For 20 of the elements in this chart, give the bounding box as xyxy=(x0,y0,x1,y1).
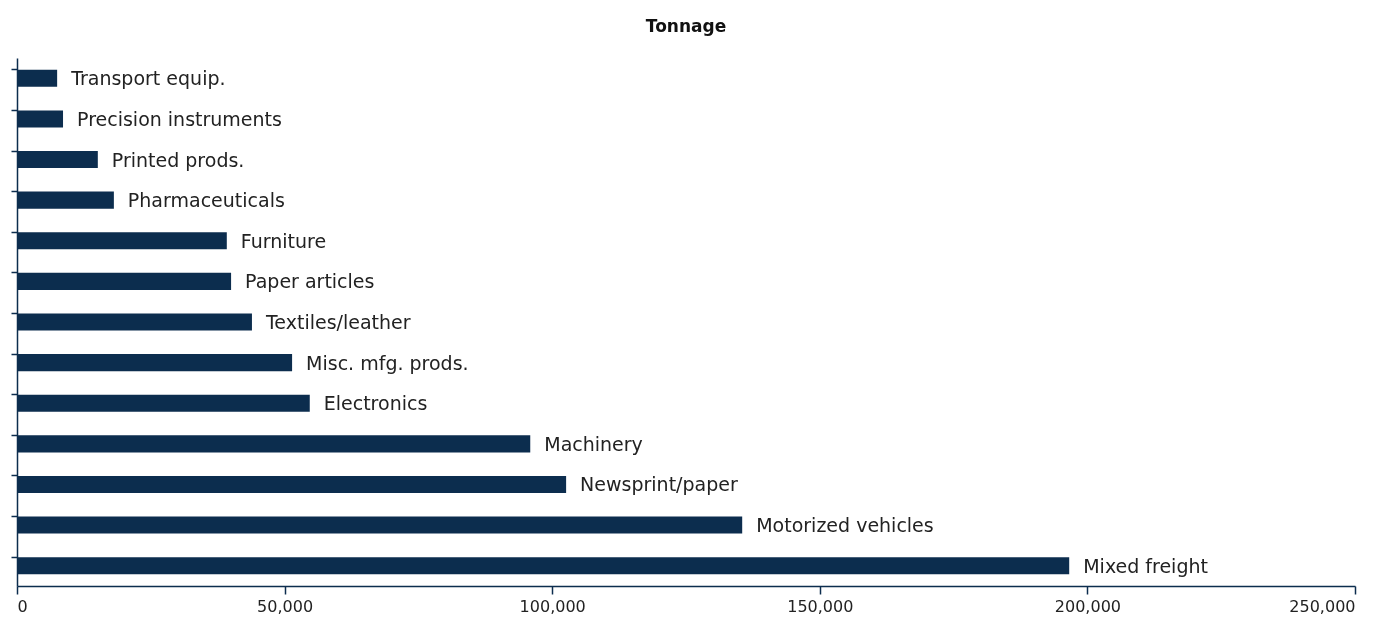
y-tick-label: Paper articles xyxy=(245,270,375,293)
y-tick-label: Newsprint/paper xyxy=(580,473,738,496)
x-tick-label: 250,000 xyxy=(1289,596,1356,616)
x-tick-label: 100,000 xyxy=(519,596,586,616)
x-tick-label: 150,000 xyxy=(787,596,854,616)
y-tick-label: Precision instruments xyxy=(77,107,282,130)
y-tick-label: Transport equip. xyxy=(70,67,226,90)
y-tick-label: Mixed freight xyxy=(1083,554,1208,577)
y-tick-label: Machinery xyxy=(544,432,643,455)
y-tick-label: Pharmaceuticals xyxy=(127,189,285,212)
y-tick-label: Furniture xyxy=(240,229,327,252)
y-tick-label: Motorized vehicles xyxy=(756,514,934,537)
y-tick-label: Electronics xyxy=(323,392,428,415)
x-tick-label: 200,000 xyxy=(1054,596,1121,616)
chart-title: Tonnage xyxy=(645,16,727,36)
y-tick-label: Misc. mfg. prods. xyxy=(306,351,469,374)
y-tick-label: Textiles/leather xyxy=(264,311,411,333)
y-tick-label: Printed prods. xyxy=(111,148,245,171)
x-tick-label: 50,000 xyxy=(257,596,314,616)
x-tick-label: 0 xyxy=(17,596,28,616)
